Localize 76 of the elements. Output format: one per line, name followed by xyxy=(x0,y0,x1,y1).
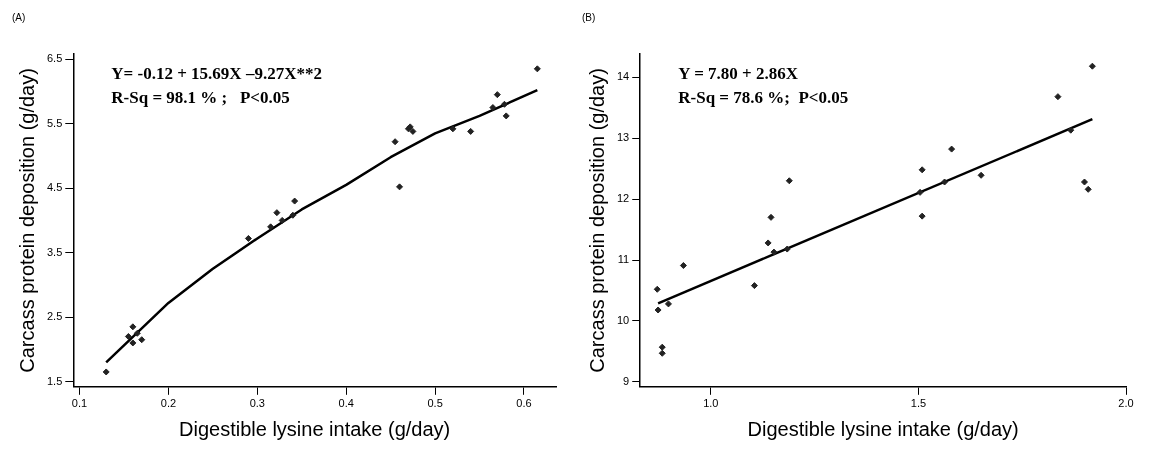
x-tick-label: 1.5 xyxy=(910,397,927,410)
point xyxy=(500,100,508,108)
point xyxy=(653,285,661,293)
point xyxy=(102,368,110,376)
point xyxy=(449,125,457,133)
point xyxy=(1067,126,1075,134)
x-axis-title: Digestible lysine intake (g/day) xyxy=(747,417,1019,440)
annotation: R-Sq = 98.1 % ; P<0.05 xyxy=(111,87,290,107)
point xyxy=(124,332,132,340)
point xyxy=(654,306,662,314)
y-tick-label: 4.5 xyxy=(46,181,63,194)
x-tick-label: 0.4 xyxy=(338,397,354,410)
y-tick-label: 9 xyxy=(623,374,630,387)
point xyxy=(658,343,666,351)
point xyxy=(764,239,772,247)
point xyxy=(658,349,666,357)
point xyxy=(291,197,299,205)
point xyxy=(783,245,791,253)
point xyxy=(533,65,541,73)
point xyxy=(391,138,399,146)
point xyxy=(785,177,793,185)
point xyxy=(493,91,501,99)
point xyxy=(1084,185,1092,193)
x-tick-label: 0.1 xyxy=(71,397,88,410)
point xyxy=(916,188,924,196)
point xyxy=(770,248,778,256)
x-axis-title: Digestible lysine intake (g/day) xyxy=(179,417,451,440)
point xyxy=(396,183,404,191)
point xyxy=(409,127,417,135)
chart-title: (A) xyxy=(12,11,26,23)
point xyxy=(941,178,949,186)
x-tick-label: 0.2 xyxy=(160,397,177,410)
point xyxy=(502,112,510,120)
point xyxy=(289,211,297,219)
point xyxy=(273,209,281,217)
annotation: R-Sq = 78.6 %; P<0.05 xyxy=(678,87,849,107)
point xyxy=(278,216,286,224)
chart-title: (B) xyxy=(582,11,596,23)
y-tick-label: 11 xyxy=(617,253,630,266)
point xyxy=(918,166,926,174)
y-tick-label: 2.5 xyxy=(46,310,63,323)
point xyxy=(489,104,497,112)
point xyxy=(948,145,956,153)
y-tick-label: 14 xyxy=(616,70,630,83)
point xyxy=(1088,62,1096,70)
point xyxy=(750,282,758,290)
point xyxy=(129,323,137,331)
point xyxy=(679,262,687,270)
y-axis-title: Carcass protein deposition (g/day) xyxy=(585,68,608,373)
point xyxy=(1080,178,1088,186)
point xyxy=(467,127,475,135)
point xyxy=(767,213,775,221)
x-tick-label: 0.6 xyxy=(516,397,532,410)
y-tick-label: 3.5 xyxy=(46,245,63,258)
x-tick-label: 2.0 xyxy=(1118,397,1134,410)
point xyxy=(244,234,252,242)
y-tick-label: 6.5 xyxy=(46,52,63,65)
point xyxy=(267,223,275,231)
point xyxy=(977,171,985,179)
y-tick-label: 13 xyxy=(616,131,630,144)
point xyxy=(918,212,926,220)
point xyxy=(664,300,672,308)
point xyxy=(129,339,137,347)
y-axis-title: Carcass protein deposition (g/day) xyxy=(15,68,38,373)
y-tick-label: 5.5 xyxy=(46,116,63,129)
point xyxy=(133,329,141,337)
point xyxy=(1054,93,1062,101)
point xyxy=(138,336,146,344)
y-tick-label: 10 xyxy=(616,314,630,326)
x-tick-label: 0.3 xyxy=(249,397,265,410)
y-tick-label: 12 xyxy=(616,192,630,205)
annotation: Y = 7.80 + 2.86X xyxy=(678,63,799,83)
y-tick-label: 1.5 xyxy=(46,374,63,387)
x-tick-label: 0.5 xyxy=(427,397,443,410)
annotation: Y= -0.12 + 15.69X –9.27X**2 xyxy=(111,63,322,83)
x-tick-label: 1.0 xyxy=(703,397,719,410)
